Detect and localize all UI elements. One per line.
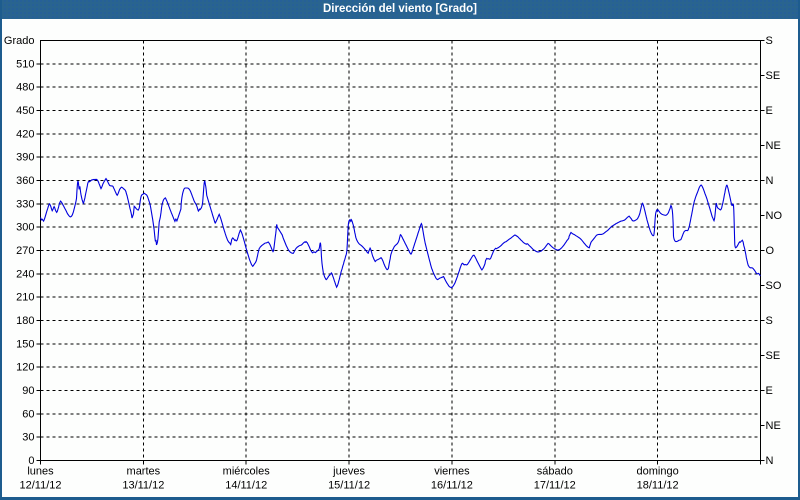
day-name-5: sábado: [537, 466, 573, 478]
day-date-1: 13/11/12: [122, 480, 164, 492]
compass-label-11: NE: [766, 420, 781, 432]
day-date-0: 12/11/12: [19, 480, 61, 492]
y-axis-label-300: 300: [16, 222, 34, 234]
y-axis-label-270: 270: [16, 245, 34, 257]
y-axis-label-420: 420: [16, 128, 34, 140]
y-axis-label-360: 360: [16, 175, 34, 187]
y-axis-label-390: 390: [16, 152, 34, 164]
y-axis-label-480: 480: [16, 82, 34, 94]
compass-label-4: N: [766, 175, 774, 187]
compass-label-7: SO: [766, 280, 782, 292]
compass-label-1: SE: [766, 70, 781, 82]
day-date-4: 16/11/12: [431, 480, 473, 492]
compass-label-9: SE: [766, 350, 781, 362]
day-name-4: viernes: [434, 466, 470, 478]
y-axis-label-150: 150: [16, 338, 34, 350]
y-axis-caption: Grado: [4, 35, 35, 47]
compass-label-5: NO: [766, 210, 783, 222]
day-date-2: 14/11/12: [225, 480, 267, 492]
y-axis-label-180: 180: [16, 315, 34, 327]
day-date-3: 15/11/12: [328, 480, 370, 492]
y-axis-label-330: 330: [16, 198, 34, 210]
day-name-2: miércoles: [223, 466, 271, 478]
day-date-6: 18/11/12: [637, 480, 679, 492]
compass-label-8: S: [766, 315, 773, 327]
day-name-3: jueves: [332, 466, 365, 478]
y-axis-label-90: 90: [22, 385, 34, 397]
compass-label-0: S: [766, 35, 773, 47]
day-name-6: domingo: [637, 466, 679, 478]
plot-border: [40, 40, 761, 461]
day-date-5: 17/11/12: [534, 480, 576, 492]
compass-label-10: E: [766, 385, 773, 397]
compass-label-6: O: [766, 245, 775, 257]
y-axis-label-120: 120: [16, 362, 34, 374]
y-axis-label-0: 0: [28, 455, 34, 467]
y-axis-label-240: 240: [16, 268, 34, 280]
y-axis-label-30: 30: [22, 432, 34, 444]
y-axis-label-210: 210: [16, 292, 34, 304]
compass-label-12: N: [766, 455, 774, 467]
series-0-line: [39, 177, 761, 289]
day-name-0: lunes: [27, 466, 54, 478]
y-axis-label-450: 450: [16, 105, 34, 117]
y-axis-label-60: 60: [22, 408, 34, 420]
compass-label-2: E: [766, 105, 773, 117]
chart-title: Dirección del viento [Grado]: [323, 3, 477, 15]
compass-label-3: NE: [766, 140, 781, 152]
y-axis-label-510: 510: [16, 58, 34, 70]
day-name-1: martes: [127, 466, 161, 478]
window-titlebar: Dirección del viento [Grado]: [0, 0, 800, 19]
